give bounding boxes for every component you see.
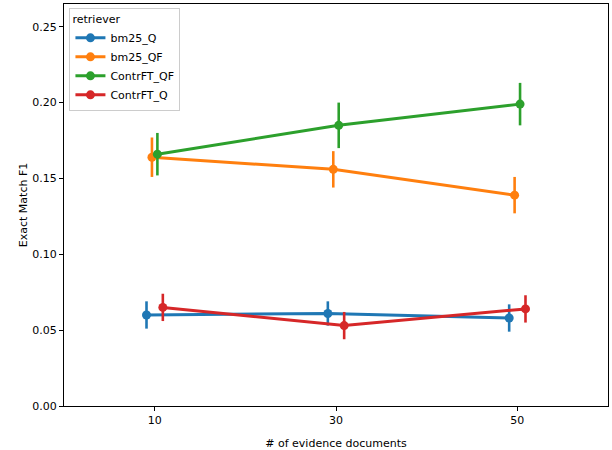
svg-text:0.10: 0.10 <box>32 248 57 261</box>
svg-text:bm25_Q: bm25_Q <box>110 32 156 45</box>
svg-text:50: 50 <box>510 414 524 427</box>
svg-text:retriever: retriever <box>72 13 120 26</box>
svg-text:# of evidence documents: # of evidence documents <box>265 437 407 450</box>
svg-text:ContrFT_Q: ContrFT_Q <box>110 89 168 102</box>
svg-text:ContrFT_QF: ContrFT_QF <box>110 70 174 83</box>
svg-text:0.00: 0.00 <box>32 400 57 413</box>
svg-text:0.25: 0.25 <box>32 21 57 34</box>
svg-text:30: 30 <box>329 414 343 427</box>
svg-text:Exact Match F1: Exact Match F1 <box>17 163 30 247</box>
svg-text:0.15: 0.15 <box>32 172 57 185</box>
svg-text:0.05: 0.05 <box>32 324 57 337</box>
svg-text:10: 10 <box>148 414 162 427</box>
svg-text:bm25_QF: bm25_QF <box>110 51 162 64</box>
svg-text:0.20: 0.20 <box>32 96 57 109</box>
